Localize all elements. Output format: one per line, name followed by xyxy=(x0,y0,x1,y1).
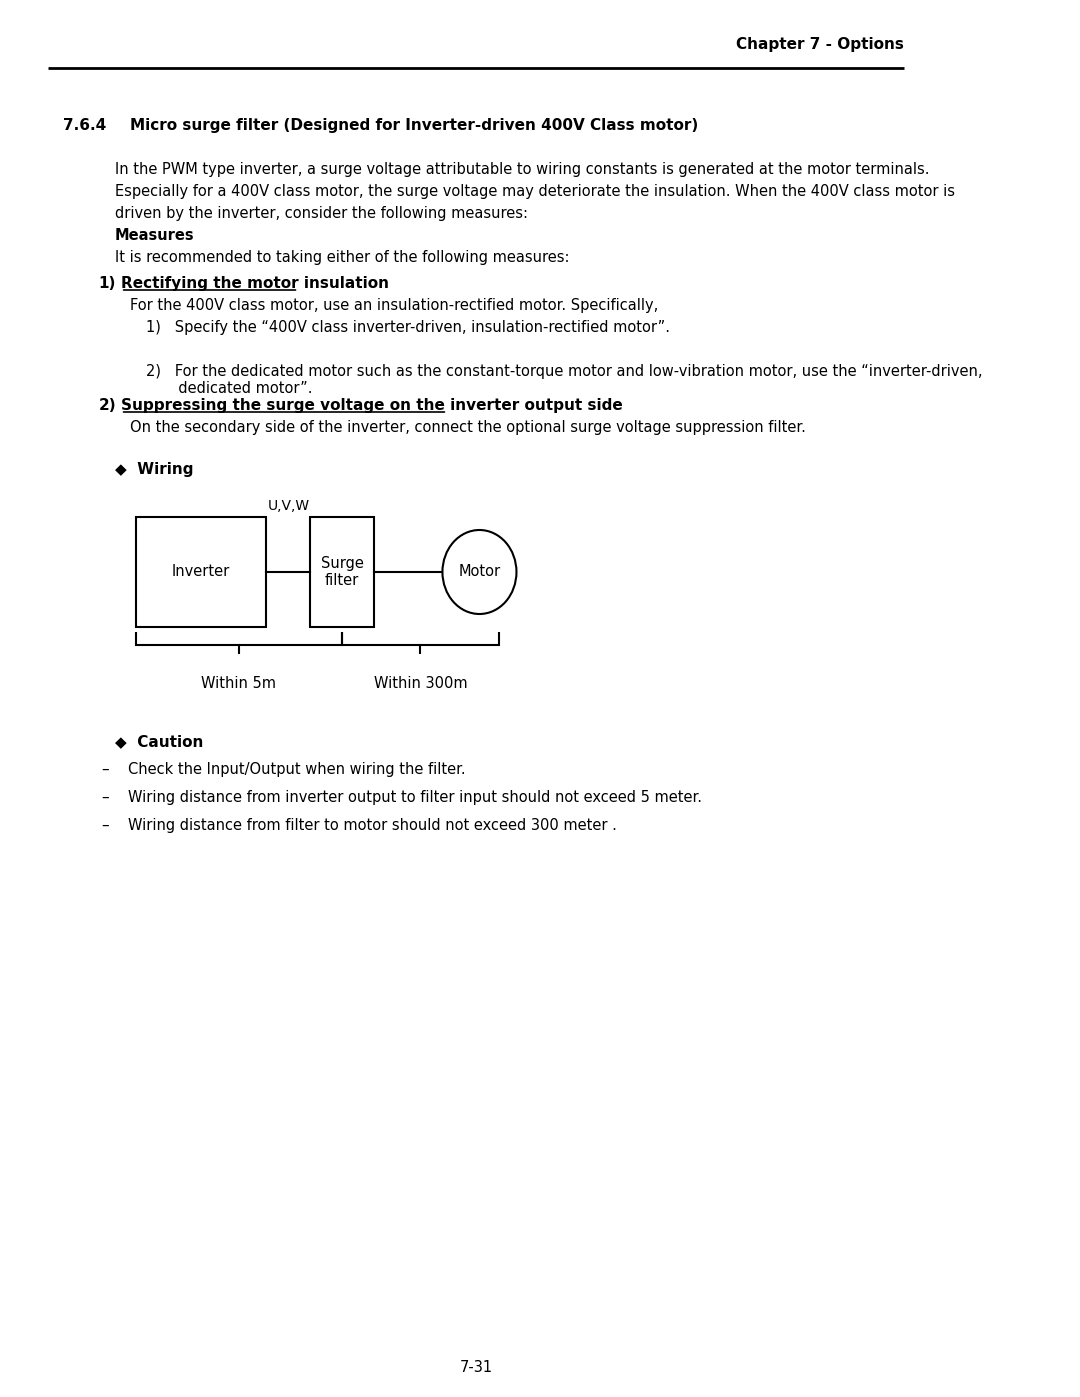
FancyBboxPatch shape xyxy=(136,517,266,627)
Text: Inverter: Inverter xyxy=(172,564,230,580)
Text: On the secondary side of the inverter, connect the optional surge voltage suppre: On the secondary side of the inverter, c… xyxy=(131,420,807,434)
Text: 2): 2) xyxy=(98,398,117,414)
Text: Especially for a 400V class motor, the surge voltage may deteriorate the insulat: Especially for a 400V class motor, the s… xyxy=(114,184,955,198)
Text: driven by the inverter, consider the following measures:: driven by the inverter, consider the fol… xyxy=(114,205,527,221)
Text: It is recommended to taking either of the following measures:: It is recommended to taking either of th… xyxy=(114,250,569,265)
Text: Rectifying the motor insulation: Rectifying the motor insulation xyxy=(121,277,389,291)
Circle shape xyxy=(443,529,516,615)
Text: Measures: Measures xyxy=(114,228,194,243)
Text: For the 400V class motor, use an insulation-rectified motor. Specifically,: For the 400V class motor, use an insulat… xyxy=(131,298,659,313)
Text: Chapter 7 - Options: Chapter 7 - Options xyxy=(737,36,904,52)
Text: Within 5m: Within 5m xyxy=(201,676,276,692)
Text: –: – xyxy=(102,761,109,777)
Text: Wiring distance from filter to motor should not exceed 300 meter .: Wiring distance from filter to motor sho… xyxy=(127,819,617,833)
Text: Wiring distance from inverter output to filter input should not exceed 5 meter.: Wiring distance from inverter output to … xyxy=(127,789,702,805)
FancyBboxPatch shape xyxy=(310,517,374,627)
Text: Suppressing the surge voltage on the inverter output side: Suppressing the surge voltage on the inv… xyxy=(121,398,622,414)
Text: 1): 1) xyxy=(98,277,116,291)
Text: 7-31: 7-31 xyxy=(459,1361,492,1375)
Text: Within 300m: Within 300m xyxy=(374,676,468,692)
Text: Motor: Motor xyxy=(458,564,500,580)
Text: In the PWM type inverter, a surge voltage attributable to wiring constants is ge: In the PWM type inverter, a surge voltag… xyxy=(114,162,929,177)
Text: 7.6.4: 7.6.4 xyxy=(64,117,107,133)
Text: U,V,W: U,V,W xyxy=(268,499,310,513)
Text: ◆  Caution: ◆ Caution xyxy=(114,733,203,749)
Text: 1)   Specify the “400V class inverter-driven, insulation-rectified motor”.: 1) Specify the “400V class inverter-driv… xyxy=(146,320,671,335)
Text: 2)   For the dedicated motor such as the constant-torque motor and low-vibration: 2) For the dedicated motor such as the c… xyxy=(146,365,983,397)
Text: Check the Input/Output when wiring the filter.: Check the Input/Output when wiring the f… xyxy=(127,761,465,777)
Text: ◆  Wiring: ◆ Wiring xyxy=(114,462,193,476)
Text: Surge
filter: Surge filter xyxy=(321,556,363,588)
Text: –: – xyxy=(102,789,109,805)
Text: Micro surge filter (Designed for Inverter-driven 400V Class motor): Micro surge filter (Designed for Inverte… xyxy=(131,117,699,133)
Text: –: – xyxy=(102,819,109,833)
